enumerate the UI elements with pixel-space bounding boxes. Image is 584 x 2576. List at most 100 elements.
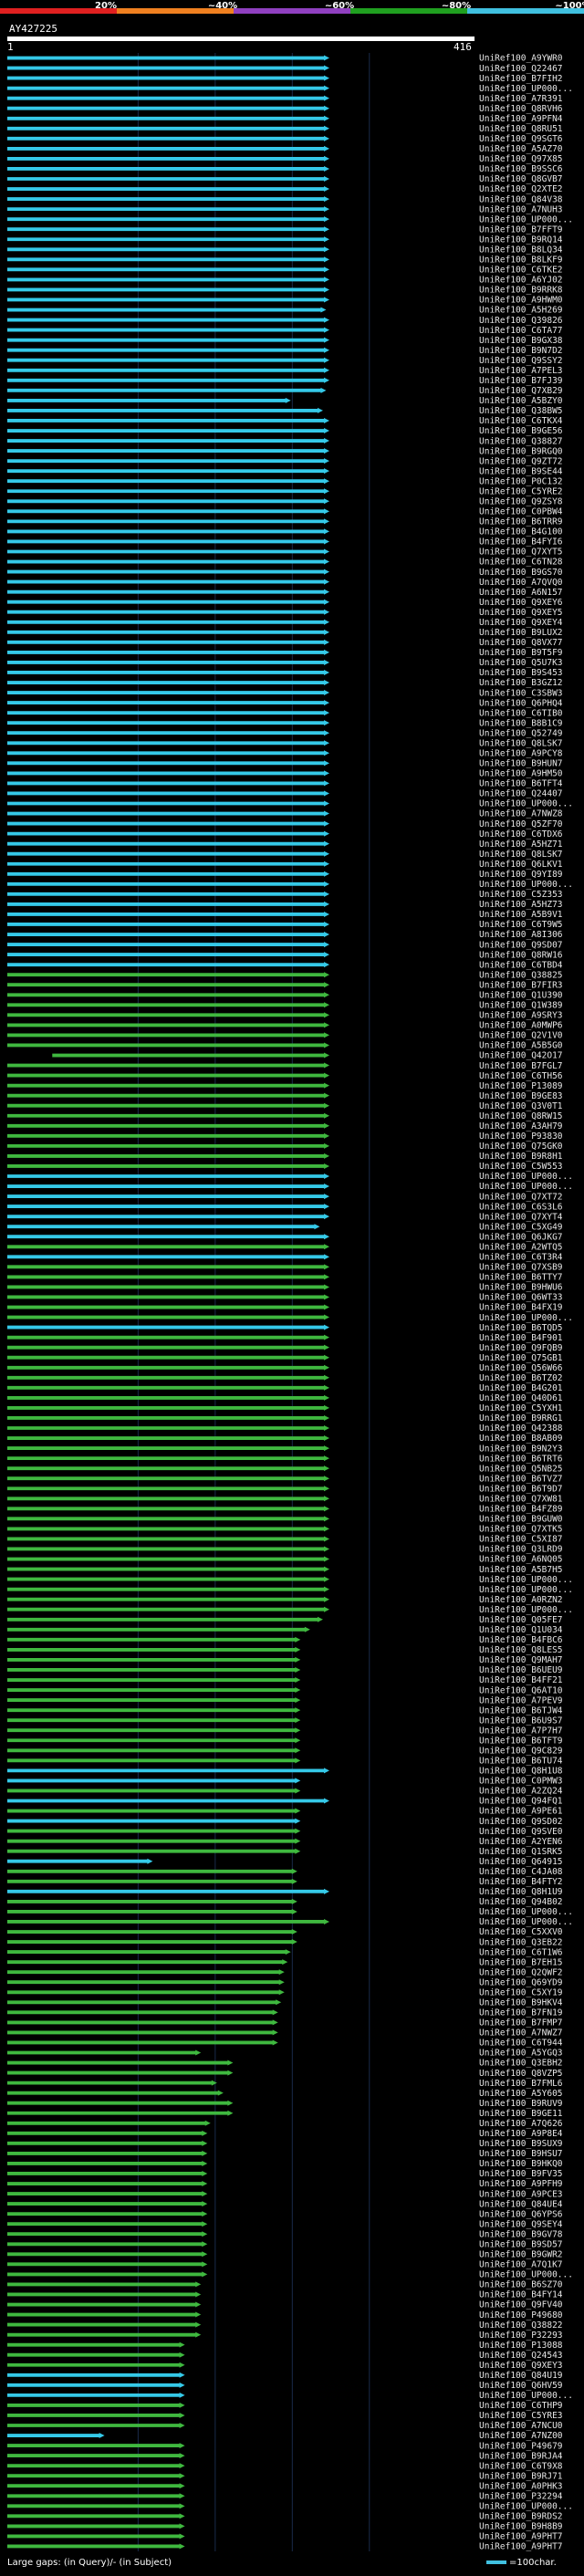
hit-label: UniRef100_B4FYI6 xyxy=(479,537,563,548)
hit-arrowhead xyxy=(179,2533,185,2539)
hit-label: UniRef100_Q3EB22 xyxy=(479,1937,563,1947)
hit-label: UniRef100_Q2QWF2 xyxy=(479,1967,563,1977)
hit-arrowhead xyxy=(324,438,329,444)
hit-label: UniRef100_A9P8E4 xyxy=(479,2129,563,2139)
hit-label: UniRef100_B9H8B9 xyxy=(479,2522,563,2532)
hit-arrowhead xyxy=(324,236,329,243)
hit-label: UniRef100_C4JA08 xyxy=(479,1867,563,1877)
hit-label: UniRef100_Q94FQ1 xyxy=(479,1797,563,1807)
hit-arrowhead xyxy=(179,2543,185,2550)
hit-label: UniRef100_Q3V0T1 xyxy=(479,1101,563,1111)
hit-arrowhead xyxy=(324,1072,329,1079)
hit-arrowhead xyxy=(324,357,329,363)
hit-label: UniRef100_P32294 xyxy=(479,2491,563,2501)
hit-label: UniRef100_B6TJW4 xyxy=(479,1705,563,1716)
hit-arrowhead xyxy=(179,2473,185,2479)
hit-label: UniRef100_B7FN19 xyxy=(479,2008,563,2018)
hit-arrowhead xyxy=(179,2513,185,2519)
hit-arrowhead xyxy=(324,952,329,958)
hit-arrowhead xyxy=(324,760,329,767)
hit-arrowhead xyxy=(179,2372,185,2378)
hit-label: UniRef100_Q1SRK5 xyxy=(479,1847,563,1857)
hit-arrowhead xyxy=(324,881,329,887)
hit-arrowhead xyxy=(324,619,329,625)
hit-arrowhead xyxy=(276,1999,282,2006)
hit-arrowhead xyxy=(324,1002,329,1008)
hit-label: UniRef100_A5H269 xyxy=(479,306,563,316)
hit-arrowhead xyxy=(295,1757,301,1764)
hit-label: UniRef100_Q9SEY4 xyxy=(479,2219,563,2229)
hit-arrowhead xyxy=(324,1404,329,1411)
hit-arrowhead xyxy=(295,1737,301,1744)
hit-arrowhead xyxy=(324,377,329,383)
hit-label: UniRef100_B6TZ02 xyxy=(479,1373,563,1383)
hit-arrowhead xyxy=(324,659,329,665)
hit-arrowhead xyxy=(295,1727,301,1734)
hit-arrowhead xyxy=(179,2412,185,2418)
hit-arrowhead xyxy=(324,1032,329,1038)
hit-label: UniRef100_UP000... xyxy=(479,2391,573,2401)
hit-label: UniRef100_B4FBC6 xyxy=(479,1635,563,1645)
hit-label: UniRef100_C6TBD4 xyxy=(479,960,563,970)
hit-label: UniRef100_A9HWM0 xyxy=(479,296,563,306)
hit-label: UniRef100_Q7XYT5 xyxy=(479,548,563,558)
scale-segment-1 xyxy=(117,8,235,14)
hit-arrowhead xyxy=(324,1234,329,1240)
hit-arrowhead xyxy=(295,1707,301,1714)
hit-arrowhead xyxy=(324,196,329,203)
hit-label: UniRef100_Q38825 xyxy=(479,970,563,980)
hit-arrowhead xyxy=(295,1717,301,1724)
hit-arrowhead xyxy=(324,932,329,938)
hit-arrowhead xyxy=(217,2090,224,2096)
hit-arrowhead xyxy=(324,95,329,101)
hit-label: UniRef100_UP000... xyxy=(479,799,573,809)
hit-arrowhead xyxy=(202,2271,208,2278)
hit-arrowhead xyxy=(295,1788,301,1794)
hit-label: UniRef100_B4FX19 xyxy=(479,1303,563,1313)
hit-arrowhead xyxy=(320,387,327,393)
scale-segment-4 xyxy=(467,8,584,14)
hit-arrowhead xyxy=(324,1516,329,1522)
hit-arrowhead xyxy=(324,448,329,454)
hit-label: UniRef100_B8LKF9 xyxy=(479,256,563,266)
hit-label: UniRef100_B7FJ39 xyxy=(479,376,563,386)
hit-arrowhead xyxy=(324,287,329,293)
hit-label: UniRef100_A3AH79 xyxy=(479,1121,563,1132)
hit-arrowhead xyxy=(272,2029,278,2036)
hit-label: UniRef100_B9RJA4 xyxy=(479,2451,563,2461)
hit-arrowhead xyxy=(324,256,329,263)
hit-arrowhead xyxy=(324,538,329,545)
hit-arrowhead xyxy=(179,2402,185,2408)
hit-label: UniRef100_B9SD57 xyxy=(479,2239,563,2249)
hit-arrowhead xyxy=(285,1949,291,1955)
hit-arrowhead xyxy=(291,1939,297,1945)
hit-label: UniRef100_B6TQD5 xyxy=(479,1323,563,1333)
hit-arrowhead xyxy=(324,669,329,675)
hit-arrowhead xyxy=(295,1838,301,1844)
hit-arrowhead xyxy=(295,1646,301,1653)
hit-label: UniRef100_Q1W389 xyxy=(479,1001,563,1011)
hit-arrowhead xyxy=(324,1506,329,1512)
hit-label: UniRef100_Q24543 xyxy=(479,2351,563,2361)
hit-arrowhead xyxy=(227,2060,234,2066)
footer-gap-legend: Large gaps: (in Query)/- (in Subject) xyxy=(7,2558,172,2568)
hit-arrowhead xyxy=(324,901,329,907)
hit-label: UniRef100_UP000... xyxy=(479,1585,573,1595)
hit-label: UniRef100_UP000... xyxy=(479,1182,573,1192)
hit-label: UniRef100_Q1U034 xyxy=(479,1625,563,1635)
hit-arrowhead xyxy=(227,2110,234,2116)
hit-arrowhead xyxy=(295,1687,301,1694)
hit-arrowhead xyxy=(324,1566,329,1572)
hit-label: UniRef100_A5BZY0 xyxy=(479,396,563,406)
hit-label: UniRef100_UP000... xyxy=(479,880,573,890)
hit-label: UniRef100_B9R8H1 xyxy=(479,1152,563,1162)
hit-arrowhead xyxy=(324,105,329,111)
hit-label: UniRef100_Q7XYT4 xyxy=(479,1212,563,1222)
hit-arrowhead xyxy=(202,2130,208,2136)
hit-arrowhead xyxy=(324,1596,329,1602)
hit-label: UniRef100_Q6LKV1 xyxy=(479,860,563,870)
hit-label: UniRef100_C5XXV0 xyxy=(479,1927,563,1937)
hit-arrowhead xyxy=(295,1828,301,1834)
hit-arrowhead xyxy=(324,1476,329,1482)
hit-label: UniRef100_UP000... xyxy=(479,2502,573,2512)
